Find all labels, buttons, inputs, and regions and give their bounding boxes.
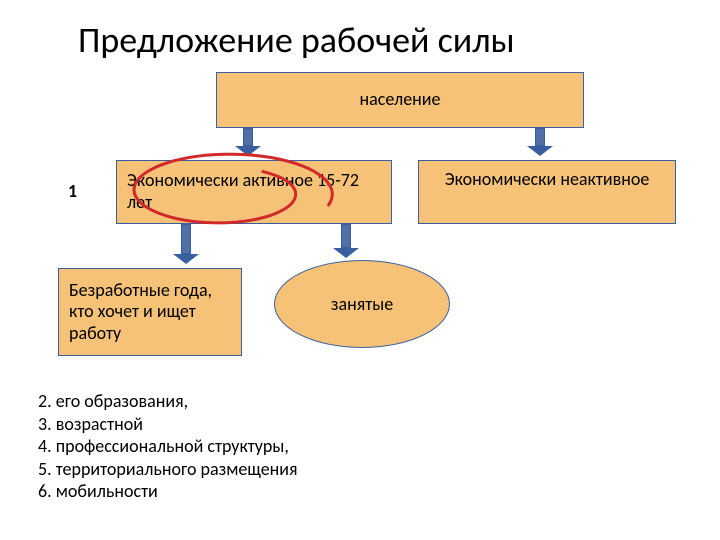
footer-line: 4. профессиональной структуры, bbox=[38, 435, 298, 458]
footer-line: 3. возрастной bbox=[38, 413, 298, 436]
ellipse-employed-text: занятые bbox=[331, 293, 393, 315]
footer-list: 2. его образования,3. возрастной4. профе… bbox=[38, 390, 298, 503]
arrow-1 bbox=[527, 128, 553, 156]
arrow-head-3 bbox=[333, 248, 359, 258]
arrow-body-3 bbox=[341, 224, 351, 248]
arrow-2 bbox=[173, 224, 199, 264]
box-population: население bbox=[216, 72, 584, 128]
footer-line: 5. территориального размещения bbox=[38, 458, 298, 481]
label-one: 1 bbox=[68, 180, 77, 202]
box-inactive: Экономически неактивное bbox=[418, 160, 676, 224]
arrow-3 bbox=[333, 224, 359, 258]
arrow-0 bbox=[235, 128, 261, 156]
box-inactive-text: Экономически неактивное bbox=[445, 169, 650, 191]
box-active: Экономически активное 15-72 лет bbox=[116, 160, 392, 224]
arrow-body-1 bbox=[535, 128, 545, 146]
box-unemployed-text: Безработные года, кто хочет и ищет работ… bbox=[69, 280, 231, 345]
box-population-text: население bbox=[360, 89, 441, 111]
footer-line: 2. его образования, bbox=[38, 390, 298, 413]
arrow-head-2 bbox=[173, 254, 199, 264]
arrow-body-0 bbox=[243, 128, 253, 146]
box-unemployed: Безработные года, кто хочет и ищет работ… bbox=[58, 268, 242, 356]
ellipse-employed: занятые bbox=[274, 260, 450, 348]
arrow-body-2 bbox=[181, 224, 191, 254]
box-active-text: Экономически активное 15-72 лет bbox=[127, 170, 381, 213]
arrow-head-1 bbox=[527, 146, 553, 156]
slide-title: Предложение рабочей силы bbox=[78, 18, 515, 62]
footer-line: 6. мобильности bbox=[38, 480, 298, 503]
arrow-head-0 bbox=[235, 146, 261, 156]
